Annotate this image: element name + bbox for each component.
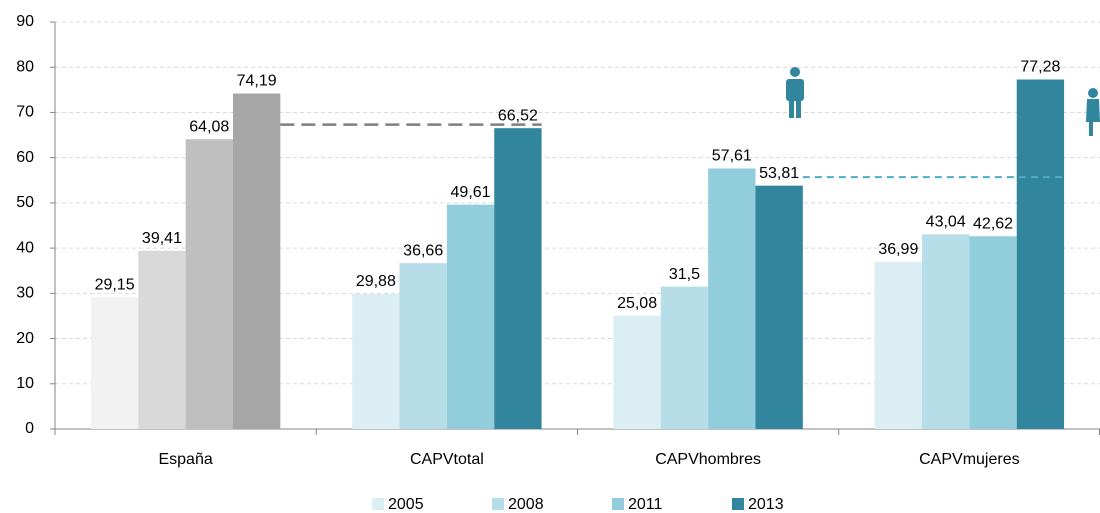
bar <box>138 250 186 429</box>
bar <box>922 234 970 429</box>
x-tick-label: CAPVmujeres <box>919 451 1019 468</box>
y-tick-label: 50 <box>16 194 34 211</box>
legend-label: 2013 <box>748 496 784 513</box>
bar <box>969 236 1017 429</box>
y-tick-label: 60 <box>16 149 34 166</box>
bar <box>613 315 661 429</box>
data-label: 66,52 <box>498 107 538 124</box>
x-tick-label: CAPVtotal <box>410 451 484 468</box>
data-label: 42,62 <box>973 215 1013 232</box>
bar <box>755 185 803 429</box>
bar <box>90 297 139 429</box>
legend-label: 2008 <box>508 496 544 513</box>
bar <box>874 261 923 429</box>
data-label: 53,81 <box>759 165 799 182</box>
data-label: 64,08 <box>189 118 229 135</box>
bar <box>352 293 400 429</box>
x-tick-label: CAPVhombres <box>655 451 761 468</box>
male-icon <box>786 67 804 118</box>
legend-label: 2005 <box>388 496 424 513</box>
y-tick-label: 20 <box>16 330 34 347</box>
y-tick-label: 80 <box>16 58 34 75</box>
y-tick-label: 40 <box>16 239 34 256</box>
bar <box>232 93 281 429</box>
data-label: 36,99 <box>878 241 918 258</box>
data-label: 31,5 <box>669 266 700 283</box>
y-tick-label: 90 <box>16 13 34 30</box>
bar <box>708 168 756 429</box>
legend-swatch <box>612 498 624 510</box>
bar <box>446 204 495 429</box>
legend-label: 2011 <box>628 496 663 513</box>
data-label: 43,04 <box>926 214 966 231</box>
data-label: 29,88 <box>356 273 396 290</box>
y-tick-label: 30 <box>16 285 34 302</box>
legend-swatch <box>492 498 504 510</box>
data-label: 74,19 <box>237 73 277 90</box>
data-label: 77,28 <box>1020 59 1060 76</box>
data-label: 29,15 <box>95 276 135 293</box>
data-label: 25,08 <box>617 295 657 312</box>
data-label: 39,41 <box>142 230 182 247</box>
legend-swatch <box>372 498 384 510</box>
y-tick-label: 10 <box>16 375 34 392</box>
data-label: 49,61 <box>451 184 491 201</box>
bar <box>399 263 447 429</box>
legend-swatch <box>732 498 744 510</box>
bar <box>1016 79 1065 429</box>
bar <box>185 139 233 429</box>
x-tick-label: España <box>158 451 212 468</box>
female-icon <box>1086 88 1100 136</box>
bar <box>660 286 709 429</box>
data-label: 57,61 <box>712 148 752 165</box>
y-tick-label: 70 <box>16 104 34 121</box>
data-label: 36,66 <box>403 242 443 259</box>
y-tick-label: 0 <box>25 420 34 437</box>
bar <box>494 128 542 430</box>
